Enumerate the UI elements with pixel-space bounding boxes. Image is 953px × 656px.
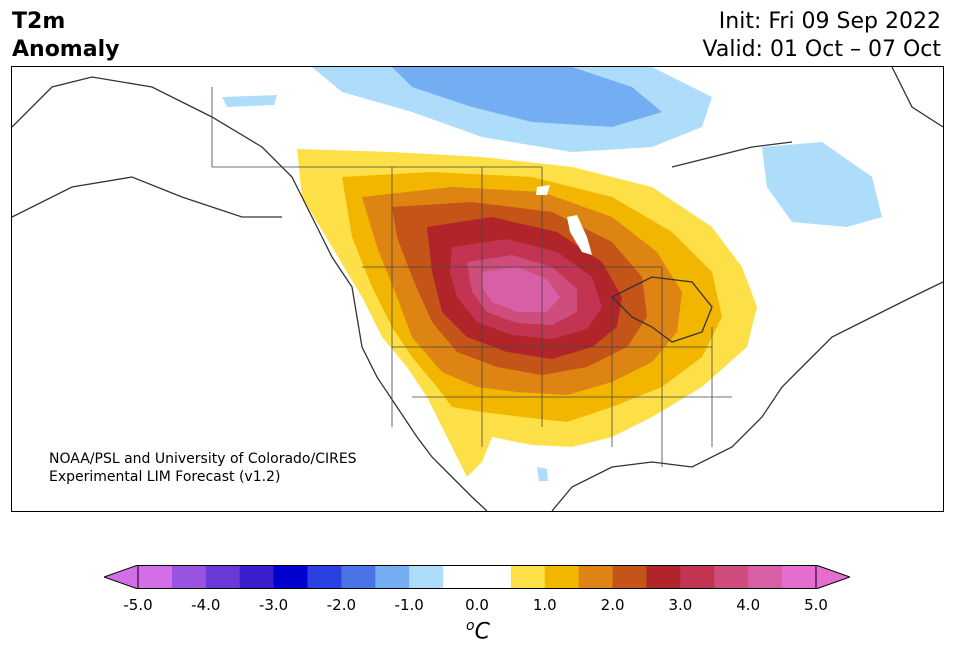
colorbar-extend-high bbox=[815, 565, 850, 589]
colorbar-tick-label: -4.0 bbox=[191, 596, 221, 614]
colorbar-cell bbox=[409, 565, 444, 589]
colorbar-cell bbox=[748, 565, 783, 589]
unit-degree: o bbox=[466, 618, 475, 634]
colorbar bbox=[104, 565, 850, 589]
colorbar-tick-label: 3.0 bbox=[668, 596, 693, 614]
credit-line-1: NOAA/PSL and University of Colorado/CIRE… bbox=[49, 451, 357, 467]
colorbar-cell bbox=[782, 565, 817, 589]
map-svg bbox=[12, 67, 943, 511]
cold-anomaly-alaska bbox=[222, 95, 277, 107]
colorbar-tick-label: -5.0 bbox=[123, 596, 153, 614]
colorbar-cell bbox=[341, 565, 376, 589]
colorbar-cell bbox=[239, 565, 275, 589]
title-variable: T2m bbox=[12, 9, 66, 34]
map-title: T2m Anomaly bbox=[12, 8, 119, 64]
colorbar-cell bbox=[477, 565, 512, 589]
colorbar-cell bbox=[443, 565, 478, 589]
coastlines bbox=[12, 67, 943, 511]
colorbar-tick-label: 1.0 bbox=[532, 596, 557, 614]
colorbar-cell bbox=[544, 565, 580, 589]
forecast-dates: Init: Fri 09 Sep 2022 Valid: 01 Oct – 07… bbox=[703, 8, 941, 64]
colorbar-tick-label: -1.0 bbox=[394, 596, 424, 614]
colorbar-tick-label: -3.0 bbox=[258, 596, 289, 614]
colorbar-tick-label: 0.0 bbox=[465, 596, 489, 614]
cold-anomaly-core bbox=[392, 67, 662, 127]
title-anomaly: Anomaly bbox=[12, 37, 120, 62]
lake-winnipeg bbox=[567, 215, 592, 255]
anomaly-map bbox=[11, 66, 944, 512]
valid-range: Valid: 01 Oct – 07 Oct bbox=[702, 37, 941, 62]
colorbar-ticks: -5.0 -4.0 -3.0 -2.0 -1.0 0.0 1.0 2.0 3.0 4.0 5.0 bbox=[0, 596, 953, 616]
colorbar-cell bbox=[205, 565, 241, 589]
colorbar-cell bbox=[510, 565, 546, 589]
colorbar-tick-label: 2.0 bbox=[600, 596, 625, 614]
init-date: Init: Fri 09 Sep 2022 bbox=[718, 9, 941, 34]
colorbar-cell bbox=[578, 565, 614, 589]
colorbar-cell bbox=[273, 565, 308, 589]
lake-small bbox=[536, 185, 550, 195]
colorbar-unit: oC bbox=[466, 618, 490, 644]
colorbar-cell bbox=[171, 565, 207, 589]
colorbar-cell bbox=[646, 565, 681, 589]
state-borders bbox=[211, 87, 732, 467]
colorbar-cell bbox=[612, 565, 647, 589]
colorbar-cell bbox=[375, 565, 410, 589]
colorbar-extend-low bbox=[104, 565, 139, 589]
colorbar-cell bbox=[680, 565, 715, 589]
credit-line-2: Experimental LIM Forecast (v1.2) bbox=[49, 469, 281, 485]
warm-anomaly-8 bbox=[482, 267, 560, 312]
colorbar-cell bbox=[714, 565, 749, 589]
colorbar-cell bbox=[307, 565, 342, 589]
colorbar-tick-label: 4.0 bbox=[736, 596, 761, 614]
data-credit: NOAA/PSL and University of Colorado/CIRE… bbox=[49, 450, 357, 486]
colorbar-cell bbox=[138, 565, 173, 589]
cold-anomaly-gulf bbox=[537, 467, 548, 481]
colorbar-tick-label: 5.0 bbox=[804, 596, 828, 614]
unit-celsius: C bbox=[474, 619, 490, 645]
colorbar-tick-label: -2.0 bbox=[326, 596, 357, 614]
cold-anomaly-greenland bbox=[762, 142, 882, 227]
